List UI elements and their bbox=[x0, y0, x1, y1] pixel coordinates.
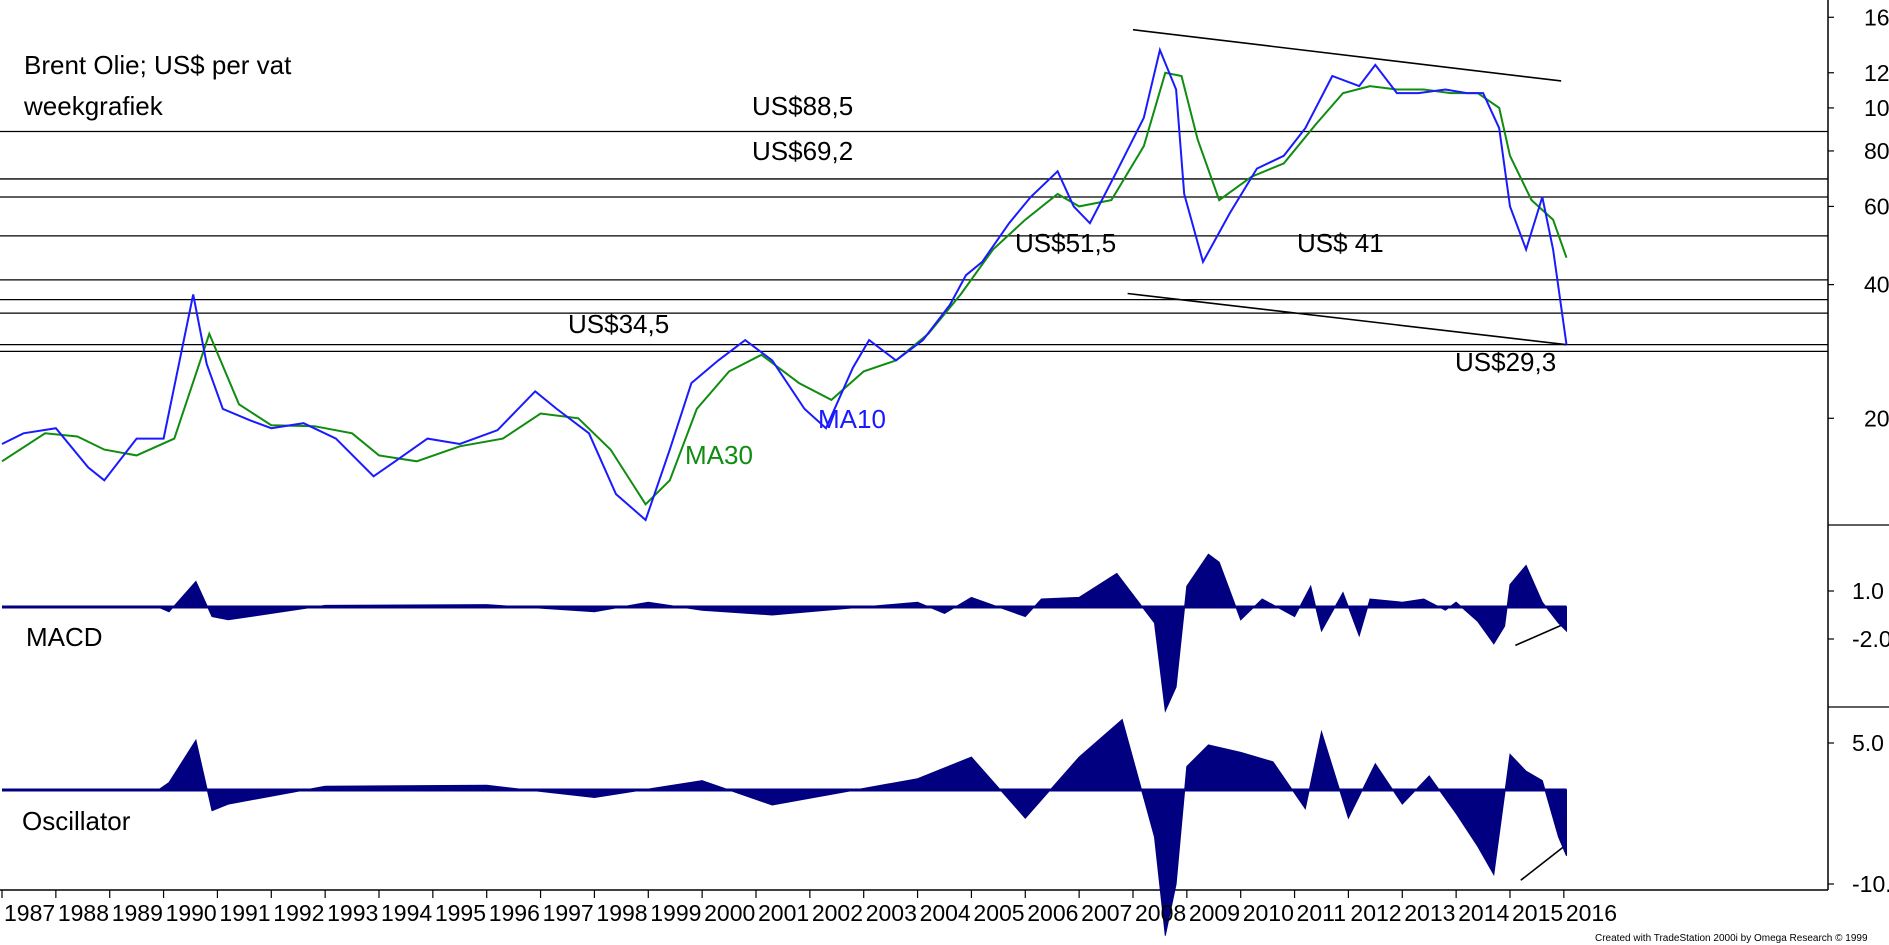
oscillator-tick-label: -10. bbox=[1852, 871, 1889, 897]
level-label-34-5: US$34,5 bbox=[568, 309, 669, 339]
level-label-51-5: US$51,5 bbox=[1015, 228, 1116, 258]
indicator-histograms bbox=[2, 553, 1567, 936]
year-tick-label: 1993 bbox=[327, 900, 378, 926]
year-tick-label: 2016 bbox=[1566, 900, 1617, 926]
price-tick-label: 40.0 bbox=[1864, 272, 1889, 298]
year-tick-label: 2014 bbox=[1458, 900, 1509, 926]
year-tick-label: 2010 bbox=[1243, 900, 1294, 926]
ma30-label: MA30 bbox=[685, 440, 753, 470]
year-tick-label: 1990 bbox=[166, 900, 217, 926]
y-axis-ticks: 160 120 100 80.0 60.0 40.0 20.0 1.0 -2.0 5.0 -10. bbox=[1828, 4, 1889, 897]
price-tick-label: 80.0 bbox=[1864, 138, 1889, 164]
year-tick-label: 2006 bbox=[1027, 900, 1078, 926]
year-tick-label: 2015 bbox=[1512, 900, 1563, 926]
macd-tick-label: 1.0 bbox=[1852, 578, 1884, 604]
year-tick-label: 2004 bbox=[920, 900, 971, 926]
ma10-line bbox=[1, 46, 1568, 522]
level-label-69-2: US$69,2 bbox=[752, 136, 853, 166]
level-label-29-3: US$29,3 bbox=[1455, 347, 1556, 377]
year-tick-label: 2003 bbox=[866, 900, 917, 926]
chart-subtitle: weekgrafiek bbox=[23, 91, 164, 121]
level-label-88-5: US$88,5 bbox=[752, 91, 853, 121]
year-tick-label: 1999 bbox=[650, 900, 701, 926]
price-tick-label: 160 bbox=[1864, 4, 1889, 30]
oscillator-histogram bbox=[2, 718, 1567, 936]
x-axis-ticks: 1987 1988 1989 1990 1991 1992 1993 1994 1995 1996… bbox=[1, 890, 1617, 926]
macd-divergence-line bbox=[1515, 622, 1567, 647]
trend-channel-lines bbox=[1127, 28, 1568, 881]
price-level-lines bbox=[0, 130, 1828, 352]
chart-frame bbox=[0, 0, 1889, 891]
price-tick-label: 100 bbox=[1864, 95, 1889, 121]
year-tick-label: 2002 bbox=[812, 900, 863, 926]
upper-channel-line bbox=[1132, 28, 1562, 82]
oscillator-divergence-line bbox=[1520, 843, 1568, 881]
oscillator-tick-label: 5.0 bbox=[1852, 730, 1884, 756]
year-tick-label: 2000 bbox=[704, 900, 755, 926]
year-tick-label: 2011 bbox=[1297, 900, 1346, 926]
level-label-41: US$ 41 bbox=[1297, 228, 1384, 258]
year-tick-label: 2008 bbox=[1135, 900, 1186, 926]
year-tick-label: 1998 bbox=[596, 900, 647, 926]
year-tick-label: 1997 bbox=[543, 900, 594, 926]
macd-histogram bbox=[2, 553, 1567, 713]
year-tick-label: 2013 bbox=[1404, 900, 1455, 926]
year-tick-label: 1989 bbox=[112, 900, 163, 926]
price-tick-label: 120 bbox=[1864, 60, 1889, 86]
year-tick-label: 2012 bbox=[1350, 900, 1401, 926]
year-tick-label: 1994 bbox=[381, 900, 432, 926]
lower-channel-line bbox=[1127, 292, 1567, 346]
year-tick-label: 1988 bbox=[58, 900, 109, 926]
year-tick-label: 2005 bbox=[973, 900, 1024, 926]
oscillator-label: Oscillator bbox=[22, 806, 131, 836]
series-lines bbox=[1, 46, 1568, 522]
year-tick-label: 1995 bbox=[435, 900, 486, 926]
year-tick-label: 1992 bbox=[273, 900, 324, 926]
year-tick-label: 1991 bbox=[219, 900, 270, 926]
year-tick-label: 2007 bbox=[1081, 900, 1132, 926]
price-tick-label: 20.0 bbox=[1864, 405, 1889, 431]
macd-label: MACD bbox=[26, 622, 103, 652]
chart-title: Brent Olie; US$ per vat bbox=[24, 50, 292, 80]
macd-tick-label: -2.0 bbox=[1852, 626, 1889, 652]
ma10-label: MA10 bbox=[818, 404, 886, 434]
price-tick-label: 60.0 bbox=[1864, 193, 1889, 219]
year-tick-label: 1987 bbox=[4, 900, 55, 926]
year-tick-label: 2001 bbox=[758, 900, 809, 926]
credit-text: Created with TradeStation 2000i by Omega… bbox=[1595, 933, 1868, 944]
year-tick-label: 2009 bbox=[1189, 900, 1240, 926]
year-tick-label: 1996 bbox=[489, 900, 540, 926]
